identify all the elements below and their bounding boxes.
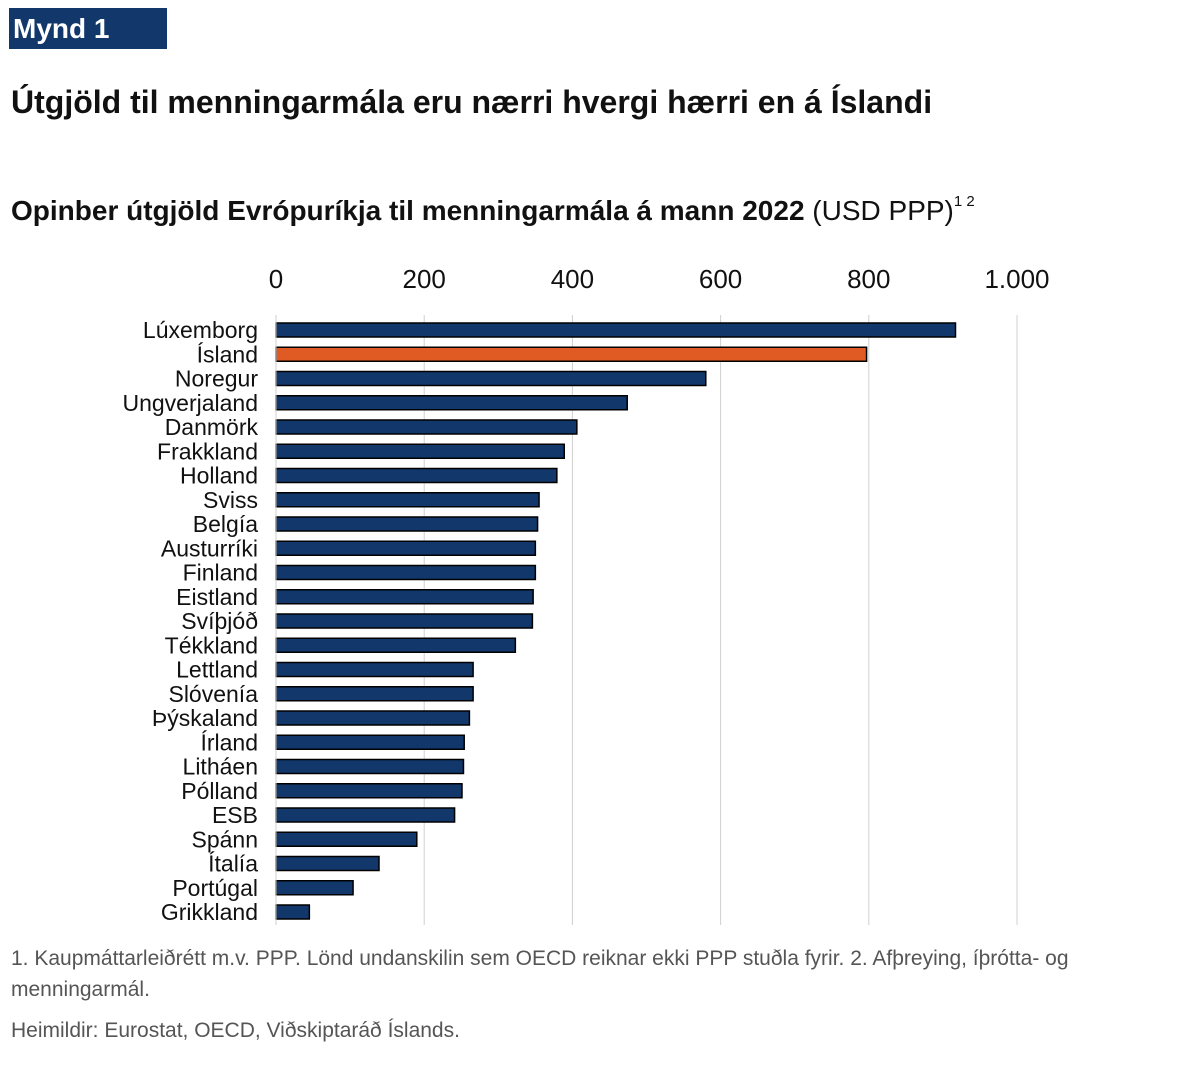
category-label: Ísland: [197, 341, 258, 367]
category-label: Litháen: [183, 754, 258, 780]
chart-subtitle-main: Opinber útgjöld Evrópuríkja til menninga…: [11, 195, 805, 226]
category-label: Belgía: [193, 511, 258, 537]
bar: [275, 467, 558, 484]
category-label: Lúxemborg: [143, 317, 258, 343]
x-tick-label: 600: [699, 264, 742, 294]
chart-subtitle: Opinber útgjöld Evrópuríkja til menninga…: [11, 193, 975, 227]
bar: [275, 322, 957, 338]
bar: [275, 516, 539, 532]
figure-badge: Mynd 1: [9, 8, 167, 49]
category-label: Finland: [183, 560, 258, 586]
category-label: ESB: [212, 802, 258, 828]
footnotes: 1. Kaupmáttarleiðrétt m.v. PPP. Lönd und…: [11, 947, 1069, 1001]
category-label: Sviss: [203, 487, 258, 513]
category-label: Danmörk: [165, 414, 259, 440]
headline: Útgjöld til menningarmála eru nærri hver…: [11, 84, 933, 120]
bar-chart: 0 200 400 600 800 1.000 LúxemborgÍslandNoregur…: [122, 264, 1050, 925]
category-label: Eistland: [176, 584, 258, 610]
category-label: Slóvenía: [168, 681, 258, 707]
bar: [275, 686, 474, 702]
x-tick-label: 1.000: [984, 264, 1049, 294]
category-label: Írland: [200, 729, 258, 755]
bar: [275, 492, 540, 508]
x-tick-label: 400: [551, 264, 594, 294]
category-label: Austurríki: [161, 535, 258, 561]
category-label: Frakkland: [157, 438, 258, 464]
category-label: Svíþjóð: [181, 608, 258, 634]
category-label: Holland: [180, 463, 258, 489]
x-tick-label: 200: [403, 264, 446, 294]
category-label: Ítalía: [208, 851, 258, 877]
chart-subtitle-footnotes: 1 2: [953, 193, 975, 210]
x-tick-label: 0: [269, 264, 283, 294]
category-label: Þýskaland: [152, 705, 258, 731]
chart-subtitle-unit: (USD PPP): [804, 195, 954, 226]
bar: [275, 710, 471, 726]
category-label: Grikkland: [161, 899, 258, 925]
bar: [275, 758, 465, 775]
bar: [275, 783, 463, 799]
category-label: Spánn: [191, 826, 258, 852]
bar: [275, 734, 465, 750]
bar: [275, 904, 311, 920]
bar: [275, 831, 418, 847]
source-note: Heimildir: Eurostat, OECD, Viðskiptaráð …: [11, 1019, 460, 1042]
bar: [275, 661, 474, 678]
category-label: Portúgal: [172, 875, 258, 901]
category-label: Lettland: [176, 657, 258, 683]
category-label: Ungverjaland: [122, 390, 258, 416]
bar: [275, 807, 456, 823]
bar: [275, 637, 517, 653]
category-label: Noregur: [175, 366, 258, 392]
bar: [275, 419, 578, 435]
bar: [275, 855, 380, 872]
category-label: Tékkland: [165, 632, 258, 658]
category-label: Pólland: [181, 778, 258, 804]
bar: [275, 880, 354, 896]
x-tick-label: 800: [847, 264, 890, 294]
bar: [275, 589, 534, 605]
bar: [275, 395, 628, 411]
bar: [275, 370, 707, 387]
bar: [275, 564, 537, 581]
bar: [275, 540, 537, 556]
bar: [275, 443, 565, 459]
bar-highlight: [275, 346, 868, 362]
bar: [275, 613, 534, 629]
